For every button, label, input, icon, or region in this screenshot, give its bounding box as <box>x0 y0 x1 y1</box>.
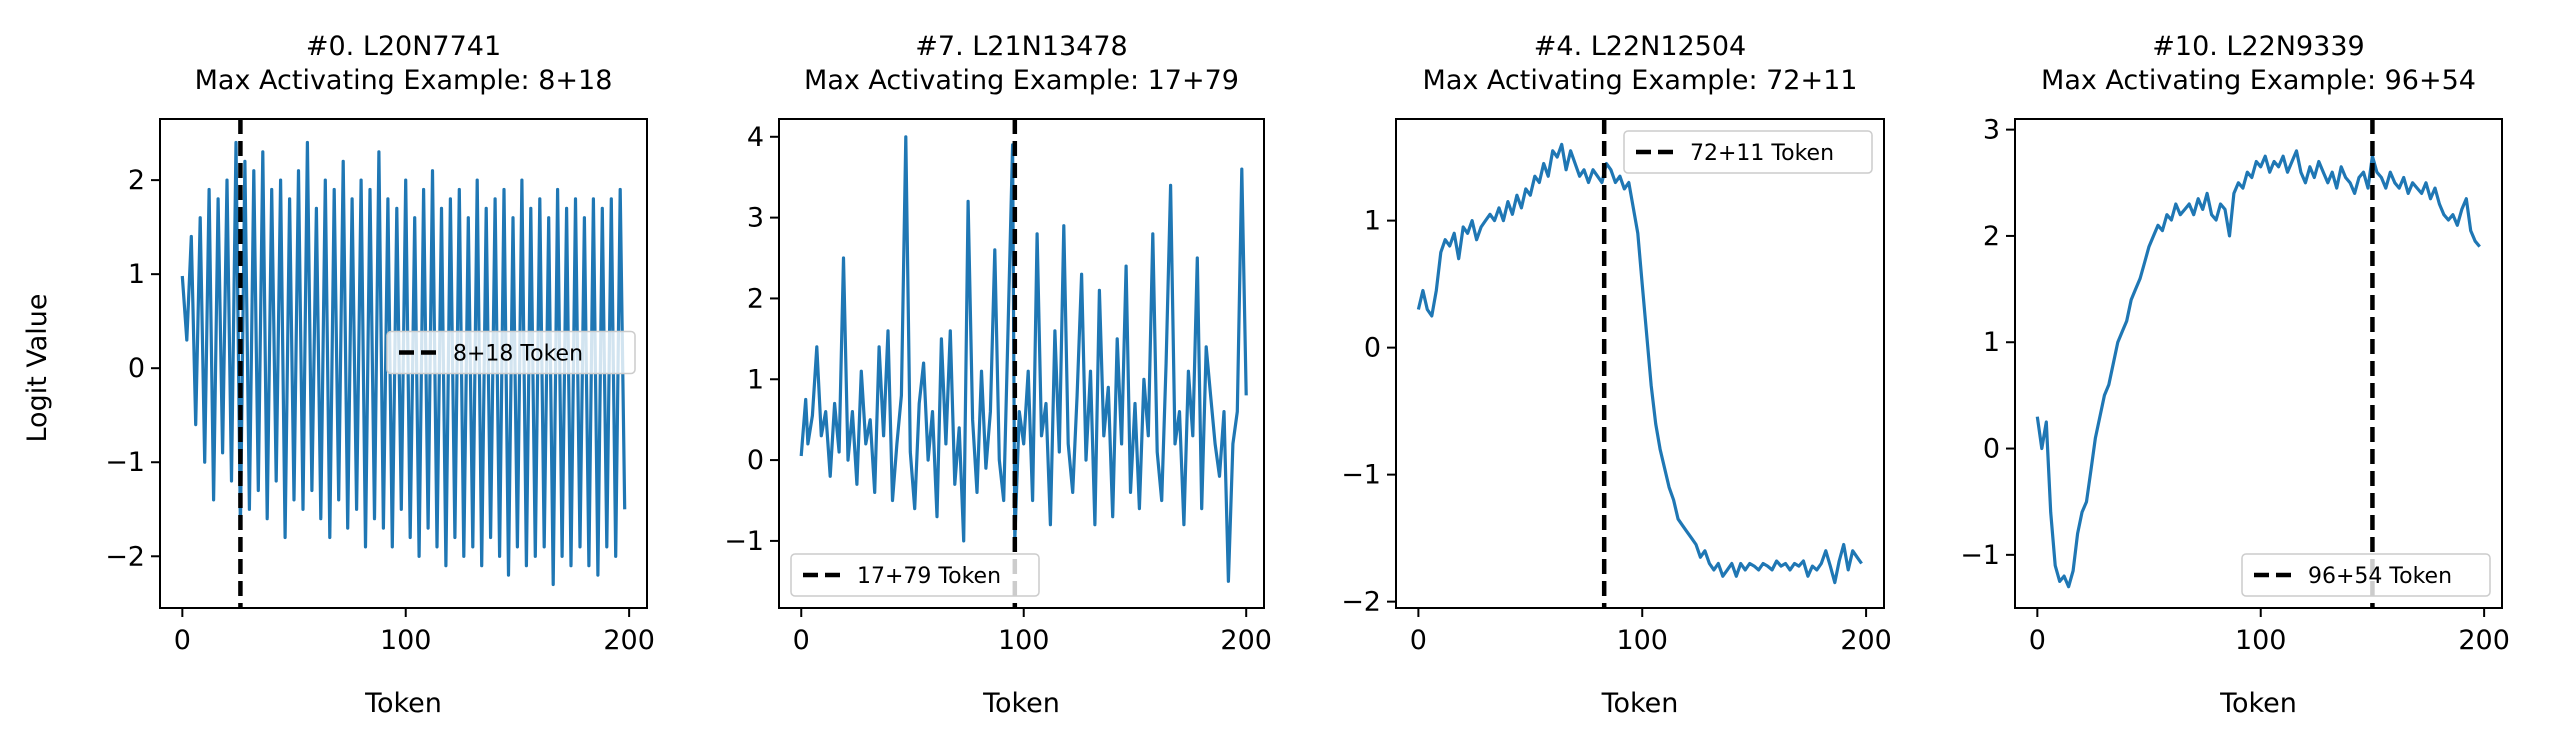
y-tick-label-3-0: 0 <box>1983 434 2000 465</box>
y-tick-label-2-0: 0 <box>1364 333 1381 364</box>
y-tick-label-3--1: −1 <box>1960 540 2000 571</box>
x-axis-label-1: Token <box>982 688 1060 719</box>
y-axis-label: Logit Value <box>22 293 53 442</box>
y-tick-label-3-3: 3 <box>1983 115 2000 146</box>
x-tick-label-1-200: 200 <box>1220 625 1272 656</box>
x-tick-label-2-200: 200 <box>1840 625 1892 656</box>
chart-subtitle-0: Max Activating Example: 8+18 <box>195 65 613 96</box>
axes-frame-2 <box>1395 118 1885 609</box>
legend-box-1 <box>790 553 1040 597</box>
y-tick-label-0-0: 0 <box>128 353 145 384</box>
legend-box-3 <box>2241 553 2491 597</box>
y-tick-label-0-2: 2 <box>128 165 145 196</box>
axes-frame-3 <box>2014 118 2503 609</box>
y-tick-label-3-2: 2 <box>1983 221 2000 252</box>
y-tick-label-3-1: 1 <box>1983 327 2000 358</box>
y-tick-label-1-2: 2 <box>747 283 764 314</box>
legend-label-0: 8+18 Token <box>453 342 583 367</box>
chart-title-2: #4. L22N12504 <box>1534 31 1746 62</box>
legend-label-1: 17+79 Token <box>857 564 1001 589</box>
chart-title-0: #0. L20N7741 <box>306 31 501 62</box>
y-tick-label-1-1: 1 <box>747 364 764 395</box>
x-tick-label-0-200: 200 <box>603 625 655 656</box>
x-tick-label-1-100: 100 <box>998 625 1050 656</box>
series-line-2 <box>1416 142 1863 585</box>
chart-subtitle-2: Max Activating Example: 72+11 <box>1423 65 1858 96</box>
y-tick-label-0-1: 1 <box>128 259 145 290</box>
y-tick-label-2--2: −2 <box>1341 587 1381 618</box>
y-tick-label-0--1: −1 <box>105 447 145 478</box>
x-tick-label-2-0: 0 <box>1410 625 1427 656</box>
x-axis-label-2: Token <box>1601 688 1679 719</box>
x-tick-label-2-100: 100 <box>1616 625 1668 656</box>
y-tick-label-1-4: 4 <box>747 122 764 153</box>
chart-title-3: #10. L22N9339 <box>2152 31 2364 62</box>
legend-box-2 <box>1623 130 1873 174</box>
x-tick-label-3-200: 200 <box>2458 625 2510 656</box>
chart-subtitle-1: Max Activating Example: 17+79 <box>804 65 1239 96</box>
series-line-1 <box>799 135 1248 583</box>
x-axis-label-3: Token <box>2219 688 2297 719</box>
legend-box-0 <box>386 330 636 375</box>
legend-label-3: 96+54 Token <box>2308 564 2452 589</box>
x-tick-label-0-0: 0 <box>174 625 191 656</box>
y-tick-label-1-3: 3 <box>747 203 764 234</box>
chart-title-1: #7. L21N13478 <box>915 31 1127 62</box>
x-tick-label-3-100: 100 <box>2235 625 2287 656</box>
y-tick-label-1--1: −1 <box>724 526 764 557</box>
series-line-3 <box>2035 149 2481 589</box>
axes-frame-1 <box>778 118 1265 609</box>
x-tick-label-0-100: 100 <box>380 625 432 656</box>
x-tick-label-1-0: 0 <box>793 625 810 656</box>
y-tick-label-0--2: −2 <box>105 541 145 572</box>
y-tick-label-2--1: −1 <box>1341 460 1381 491</box>
x-tick-label-3-0: 0 <box>2029 625 2046 656</box>
chart-subtitle-3: Max Activating Example: 96+54 <box>2041 65 2476 96</box>
y-tick-label-2-1: 1 <box>1364 206 1381 237</box>
y-tick-label-1-0: 0 <box>747 445 764 476</box>
x-axis-label-0: Token <box>364 688 442 719</box>
legend-label-2: 72+11 Token <box>1690 141 1834 166</box>
axes-frame-0 <box>159 118 648 609</box>
